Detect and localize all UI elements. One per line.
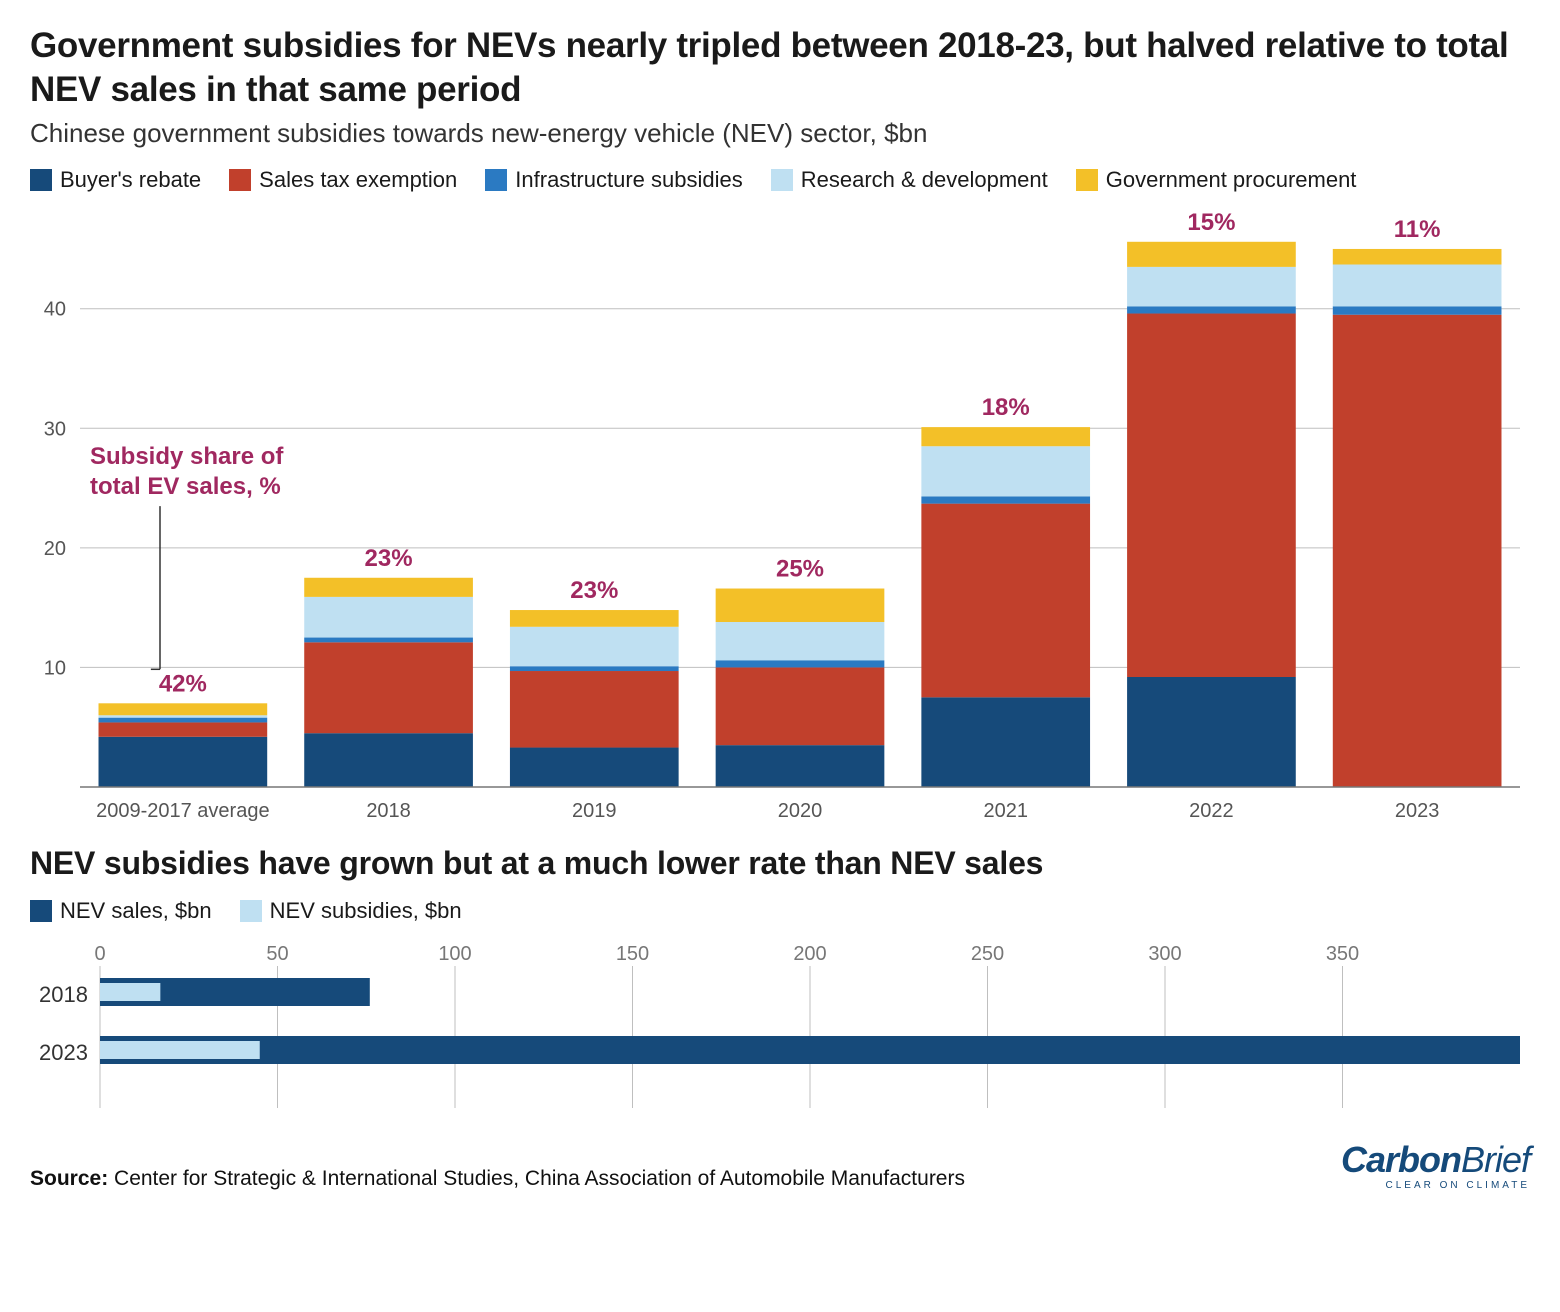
legend-swatch [30,169,52,191]
pct-label: 15% [1187,208,1235,235]
legend-item: Sales tax exemption [229,167,457,193]
annotation-text: total EV sales, % [90,473,281,500]
x-axis-label: 2018 [366,800,411,822]
bar-segment [510,747,679,786]
legend-label: NEV sales, $bn [60,898,212,924]
legend-item: Government procurement [1076,167,1357,193]
bar-segment [921,427,1090,446]
x-axis-label: 2019 [572,800,617,822]
bar-segment [304,733,473,787]
bar-segment [510,671,679,748]
legend-label: Infrastructure subsidies [515,167,742,193]
bar-segment [99,722,268,736]
bar-segment [99,703,268,715]
bar-segment [921,503,1090,697]
bar-segment [304,577,473,596]
x-tick: 150 [616,943,649,965]
bar-segment [1127,306,1296,313]
x-tick: 300 [1148,943,1181,965]
source-label: Source: [30,1167,108,1190]
source-text: Center for Strategic & International Stu… [108,1167,965,1190]
bar-sales [100,1036,1520,1064]
legend-label: NEV subsidies, $bn [270,898,462,924]
x-axis-label: 2022 [1189,800,1234,822]
legend-chart1: Buyer's rebate Sales tax exemption Infrast… [30,167,1530,193]
bar-segment [1333,248,1502,264]
bar-segment [716,667,885,745]
bar-segment [304,596,473,637]
legend-swatch [240,900,262,922]
svg-text:10: 10 [44,657,66,679]
pct-label: 42% [159,670,207,697]
carbonbrief-logo: CarbonBrief CLEAR ON CLIMATE [1341,1142,1530,1191]
x-tick: 50 [266,943,288,965]
bar-segment [304,637,473,642]
legend-label: Buyer's rebate [60,167,201,193]
bar-segment [510,610,679,627]
x-axis-label: 2020 [778,800,823,822]
bar-segment [99,717,268,722]
pct-label: 11% [1394,215,1441,242]
x-axis-label: 2023 [1395,800,1440,822]
bar-segment [1127,241,1296,266]
bar-segment [1333,314,1502,786]
pct-label: 18% [982,394,1030,421]
legend-label: Sales tax exemption [259,167,457,193]
stacked-bar-chart: 10 20 30 40 42% 2009-2017 average 23% 2018 23% 20… [30,207,1530,827]
bar-segment [716,745,885,787]
pct-label: 25% [776,555,824,582]
svg-text:20: 20 [44,537,66,559]
bar-segment [716,622,885,660]
bar-segment [304,642,473,733]
legend-label: Research & development [801,167,1048,193]
annotation-text: Subsidy share of [90,443,284,470]
legend-swatch [771,169,793,191]
legend-item: Infrastructure subsidies [485,167,742,193]
section2-title: NEV subsidies have grown but at a much l… [30,845,1530,882]
bar-segment [1333,306,1502,314]
bar-segment [99,736,268,786]
legend-swatch [1076,169,1098,191]
bar-segment [716,588,885,621]
bar-segment [921,446,1090,496]
bar-subsidies [100,1041,260,1059]
x-tick: 200 [793,943,826,965]
bar-segment [1127,677,1296,787]
svg-text:40: 40 [44,298,66,320]
legend-swatch [485,169,507,191]
source-line: Source: Center for Strategic & Internati… [30,1167,965,1191]
bar-segment [921,496,1090,503]
svg-text:30: 30 [44,418,66,440]
chart-title: Government subsidies for NEVs nearly tri… [30,24,1530,112]
bar-subsidies [100,983,160,1001]
x-axis-label: 2021 [983,800,1028,822]
x-tick: 250 [971,943,1004,965]
bar-segment [1127,266,1296,305]
y-axis-label: 2023 [39,1040,88,1065]
bar-segment [921,697,1090,787]
legend-label: Government procurement [1106,167,1357,193]
bar-segment [1127,313,1296,676]
pct-label: 23% [570,577,618,604]
x-tick: 0 [94,943,105,965]
legend-item: Research & development [771,167,1048,193]
chart-subtitle: Chinese government subsidies towards new… [30,118,1530,149]
x-tick: 350 [1326,943,1359,965]
x-tick: 100 [438,943,471,965]
bar-segment [99,715,268,717]
legend-chart2: NEV sales, $bn NEV subsidies, $bn [30,898,1530,924]
x-axis-label: 2009-2017 average [96,800,269,822]
legend-swatch [30,900,52,922]
legend-item: NEV sales, $bn [30,898,212,924]
pct-label: 23% [365,544,413,571]
bar-segment [510,626,679,665]
legend-item: NEV subsidies, $bn [240,898,462,924]
y-axis-label: 2018 [39,982,88,1007]
legend-item: Buyer's rebate [30,167,201,193]
legend-swatch [229,169,251,191]
bar-segment [510,666,679,671]
horizontal-bar-chart: 0 50 100 150 200 250 300 350 2018 2023 [30,938,1530,1118]
bar-segment [1333,264,1502,306]
bar-segment [716,660,885,667]
